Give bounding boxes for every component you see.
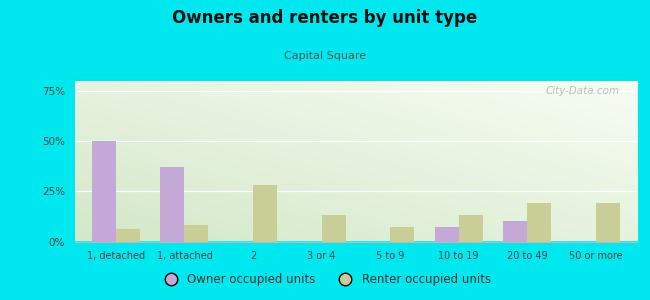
Bar <box>185 226 209 242</box>
Text: Owners and renters by unit type: Owners and renters by unit type <box>172 9 478 27</box>
Bar <box>92 141 116 242</box>
Bar <box>596 203 620 242</box>
Bar <box>527 203 551 242</box>
Bar <box>459 215 483 242</box>
Bar <box>116 230 140 242</box>
Text: City-Data.com: City-Data.com <box>546 86 620 96</box>
Bar <box>503 221 527 242</box>
Legend: Owner occupied units, Renter occupied units: Owner occupied units, Renter occupied un… <box>154 269 496 291</box>
Bar <box>253 185 277 242</box>
Bar <box>390 227 414 242</box>
Bar <box>161 167 185 242</box>
Bar <box>435 227 459 242</box>
Bar <box>322 215 346 242</box>
Text: Capital Square: Capital Square <box>284 51 366 61</box>
